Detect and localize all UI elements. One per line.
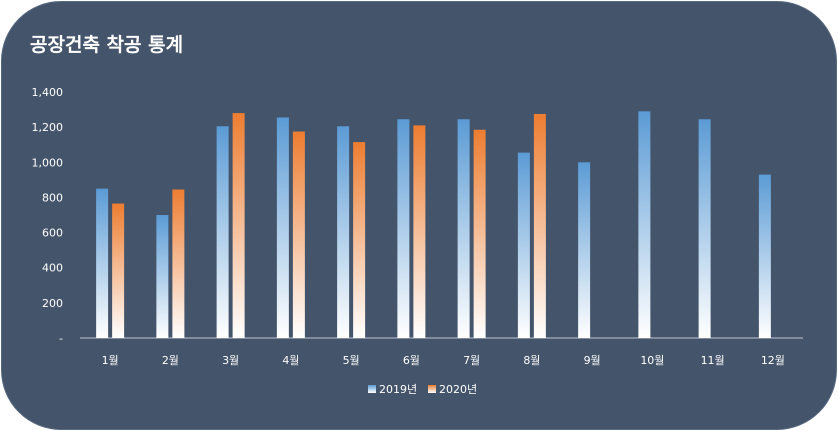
y-tick-label: 1,400 [32,86,64,99]
bar-series1 [638,111,651,338]
bar-series1 [276,117,289,338]
bar-series2 [292,131,305,338]
bar-series1 [96,188,109,338]
legend-label: 2019년 [379,383,417,396]
y-tick-label: 600 [42,227,63,240]
x-tick-label: 9월 [584,354,601,367]
bar-series2 [172,189,185,338]
x-tick-label: 8월 [523,354,540,367]
bar-series1 [758,174,771,338]
bar-series2 [353,142,366,338]
x-tick-label: 7월 [463,354,480,367]
legend-swatch [368,385,376,393]
bar-series1 [216,126,229,338]
x-tick-label: 4월 [282,354,299,367]
bar-series2 [413,125,426,338]
legend: 2019년 2020년 [368,383,477,396]
bar-series2 [533,113,546,338]
bar-series2 [473,129,486,338]
x-tick-label: 1월 [102,354,119,367]
y-tick-label: 400 [42,262,63,275]
bar-series2 [112,203,125,338]
bars [96,111,771,338]
bar-series1 [457,119,470,338]
y-axis-ticks: - 200 400 600 800 1,000 1,200 1,400 [32,86,64,345]
y-tick-label: 1,200 [32,121,64,134]
y-tick-label: 200 [42,297,63,310]
chart-title: 공장건축 착공 통계 [30,34,184,56]
bar-series1 [517,152,530,338]
x-tick-label: 10월 [640,354,664,367]
x-axis-ticks: 1월 2월 3월 4월 5월 6월 7월 8월 9월 10월 11월 12월 [102,354,785,367]
bar-series1 [397,119,410,338]
legend-swatch [428,385,436,393]
x-tick-label: 11월 [701,354,725,367]
x-tick-label: 6월 [403,354,420,367]
bar-series1 [578,162,591,338]
x-tick-label: 12월 [761,354,785,367]
bar-series1 [156,215,169,338]
legend-label: 2020년 [439,383,477,396]
y-tick-label: 800 [42,191,63,204]
bar-series1 [337,126,350,338]
y-tick-label: 1,000 [32,156,64,169]
bar-series2 [232,113,245,338]
bar-series1 [698,119,711,338]
x-tick-label: 5월 [343,354,360,367]
x-tick-label: 2월 [162,354,179,367]
y-tick-label: - [59,332,63,345]
x-tick-label: 3월 [222,354,239,367]
